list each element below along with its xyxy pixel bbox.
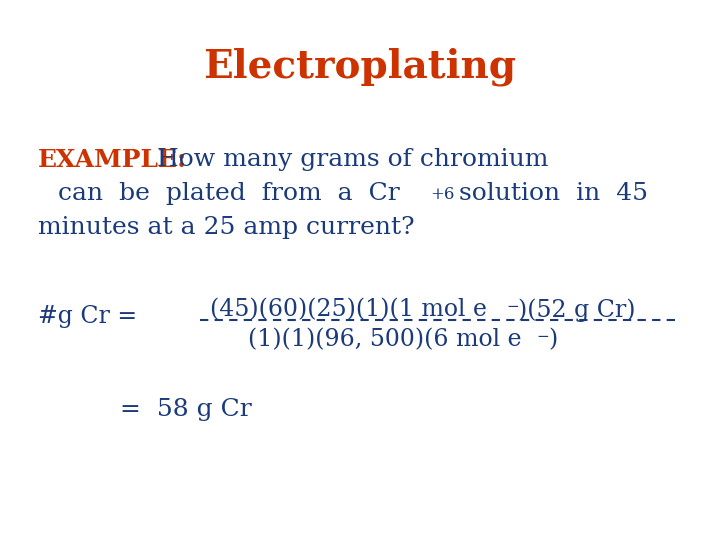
Text: =  58 g Cr: = 58 g Cr [120,398,252,421]
Text: How many grams of chromium: How many grams of chromium [157,148,549,171]
Text: −: − [506,300,518,314]
Text: (45)(60)(25)(1)(1 mol e: (45)(60)(25)(1)(1 mol e [210,298,487,321]
Text: (1)(1)(96, 500)(6 mol e: (1)(1)(96, 500)(6 mol e [248,328,521,351]
Text: −: − [536,330,549,344]
Text: ): ) [548,328,557,351]
Text: )(52 g Cr): )(52 g Cr) [518,298,636,321]
Text: EXAMPLE:: EXAMPLE: [38,148,187,172]
Text: solution  in  45: solution in 45 [451,182,648,205]
Text: #g Cr =: #g Cr = [38,305,137,327]
Text: Electroplating: Electroplating [204,48,516,86]
Text: can  be  plated  from  a  Cr: can be plated from a Cr [58,182,400,205]
Text: minutes at a 25 amp current?: minutes at a 25 amp current? [38,216,415,239]
Text: +6: +6 [430,186,454,203]
